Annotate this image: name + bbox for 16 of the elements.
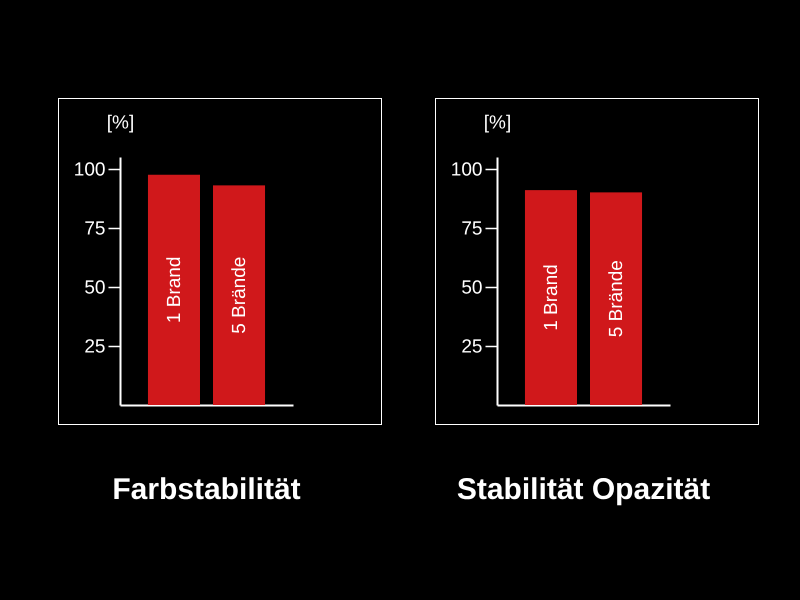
y-tick-label: 100 — [74, 159, 106, 180]
y-axis-title: [%] — [106, 112, 134, 134]
x-tick-label: 1 Brand — [540, 264, 562, 331]
y-tick-label: 50 — [84, 277, 106, 298]
text: Farbstabilität — [112, 473, 301, 506]
x-tick-label: 5 Brände — [606, 260, 628, 338]
y-tick-label: 25 — [461, 336, 482, 358]
y-tick-label: 100 — [450, 159, 482, 180]
y-tick-label: 75 — [461, 218, 482, 240]
y-axis-title: [%] — [484, 112, 512, 134]
y-tick-label: 75 — [84, 218, 106, 240]
text: Stabilität Opazität — [456, 473, 710, 506]
x-tick-label: 1 Brand — [164, 256, 185, 324]
y-tick-label: 25 — [84, 336, 106, 358]
x-tick-label: 5 Brände — [229, 256, 250, 334]
y-tick-label: 50 — [461, 277, 482, 298]
